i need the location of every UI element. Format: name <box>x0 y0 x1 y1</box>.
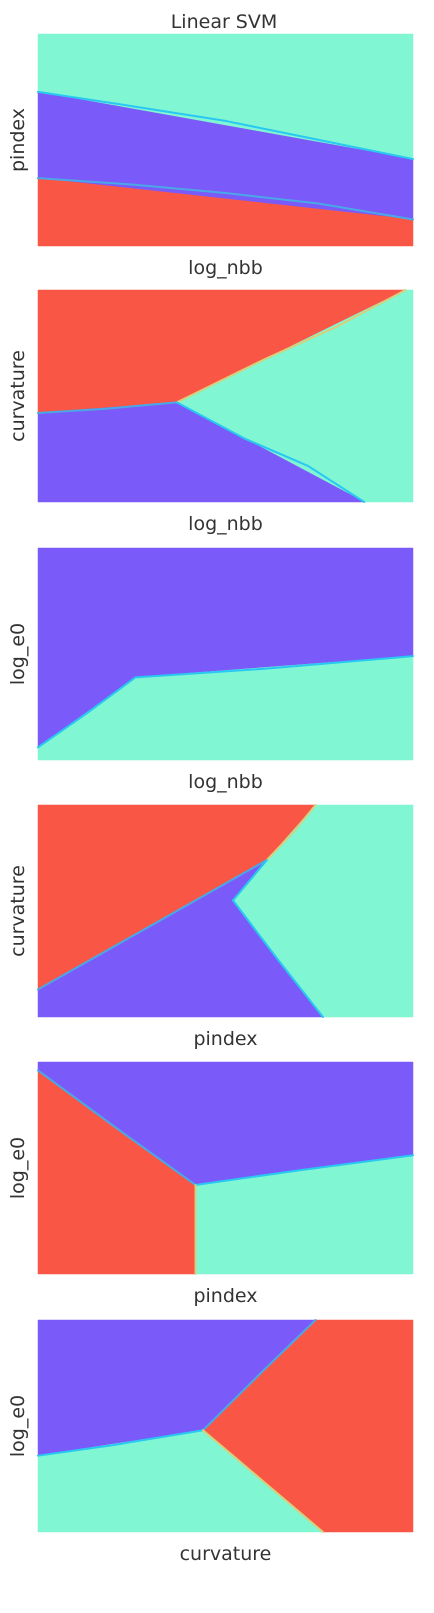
panel-4-boundary-3 <box>232 859 324 1018</box>
panel-4-x-axis-label: pindex <box>193 1028 257 1050</box>
panel-3-x-axis-label: log_nbb <box>188 771 263 793</box>
panel-6-x-axis-label: curvature <box>180 1543 272 1565</box>
panel-1-boundary-1 <box>37 90 414 161</box>
panel-2-boundary-2 <box>175 289 407 404</box>
panel-4-boundary-1 <box>37 859 268 991</box>
panel-2: log_nbb curvature <box>7 289 414 535</box>
panel-1: log_nbb pindex <box>7 33 414 279</box>
panel-3-region-2 <box>37 655 414 761</box>
panel-5: pindex log_e0 <box>7 1061 414 1307</box>
panel-5-y-axis-label: log_e0 <box>7 1137 29 1199</box>
panel-5-x-axis-label: pindex <box>193 1285 257 1307</box>
panel-5-boundary-1 <box>37 1069 197 1186</box>
panel-6: curvature log_e0 <box>7 1319 414 1565</box>
panel-4-y-axis-label: curvature <box>7 865 29 957</box>
panel-3-boundary-1 <box>37 655 414 749</box>
panel-6-y-axis-label: log_e0 <box>7 1395 29 1457</box>
panel-4: pindex curvature <box>7 804 414 1050</box>
panel-6-boundary-2 <box>202 1319 317 1432</box>
panel-1-x-axis-label: log_nbb <box>188 257 263 279</box>
panel-3: log_nbb log_e0 <box>7 547 414 793</box>
panel-5-boundary-2 <box>194 1154 414 1186</box>
panel-2-boundary-1 <box>37 401 178 414</box>
panel-2-x-axis-label: log_nbb <box>188 513 263 535</box>
panel-6-boundary-3 <box>202 1429 324 1533</box>
panel-1-boundary-2 <box>37 177 414 221</box>
panel-1-y-axis-label: pindex <box>7 108 29 172</box>
panel-3-y-axis-label: log_e0 <box>7 623 29 685</box>
panel-6-boundary-1 <box>37 1429 204 1457</box>
panel-4-boundary-2 <box>265 804 317 862</box>
panel-2-y-axis-label: curvature <box>7 350 29 442</box>
figure-title: Linear SVM <box>171 11 278 33</box>
panel-2-boundary-3 <box>175 401 366 503</box>
